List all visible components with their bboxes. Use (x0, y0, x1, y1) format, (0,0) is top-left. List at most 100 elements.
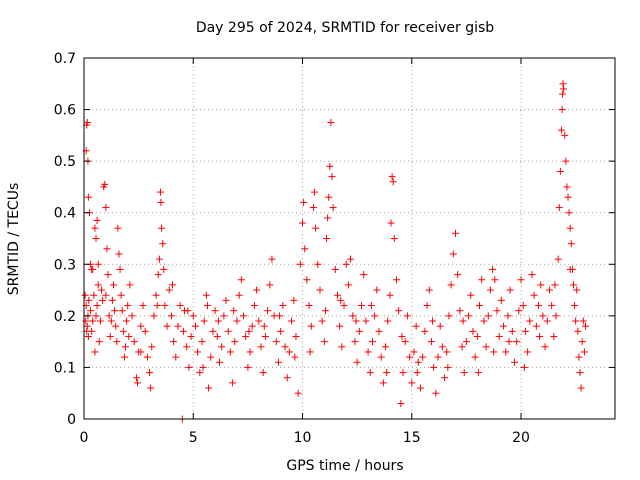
data-point (281, 343, 289, 351)
data-point (119, 327, 127, 335)
data-point (489, 265, 497, 273)
data-point (207, 353, 215, 361)
data-point (408, 379, 416, 387)
data-point (515, 307, 523, 315)
x-tick-label: 5 (189, 430, 198, 446)
data-point (445, 312, 453, 320)
y-tick-label: 0.7 (54, 51, 76, 67)
data-point (497, 296, 505, 304)
data-point (360, 271, 368, 279)
data-point (157, 198, 165, 206)
data-point (165, 286, 173, 294)
data-point (104, 271, 112, 279)
data-point (344, 281, 352, 289)
data-point (300, 198, 308, 206)
data-point (530, 291, 538, 299)
data-point (83, 322, 91, 330)
data-point (283, 374, 291, 382)
data-point (526, 317, 534, 325)
data-point (90, 291, 98, 299)
data-point (571, 302, 579, 310)
data-point (150, 312, 158, 320)
data-point (115, 250, 123, 258)
data-point (325, 193, 333, 201)
data-point (579, 317, 587, 325)
data-point (543, 317, 551, 325)
data-point (562, 157, 570, 165)
data-point (306, 348, 314, 356)
data-point (548, 302, 556, 310)
data-point (274, 358, 282, 366)
data-point (576, 369, 584, 377)
data-point (338, 343, 346, 351)
y-tick-label: 0.1 (54, 360, 76, 376)
data-point (154, 271, 162, 279)
data-point (203, 302, 211, 310)
data-point (246, 348, 254, 356)
data-point (130, 338, 138, 346)
data-point (111, 307, 119, 315)
data-point (137, 322, 145, 330)
data-point (185, 363, 193, 371)
data-point (491, 276, 499, 284)
grid (84, 58, 615, 419)
data-point (214, 317, 222, 325)
data-point (500, 322, 508, 330)
data-point (156, 188, 164, 196)
data-point (99, 296, 107, 304)
data-point (120, 353, 128, 361)
data-point (103, 245, 111, 253)
data-point (299, 219, 307, 227)
data-point (102, 204, 110, 212)
data-point (226, 348, 234, 356)
data-point (413, 369, 421, 377)
data-point (205, 384, 213, 392)
y-tick-label: 0.3 (54, 257, 76, 273)
y-tick-label: 0 (67, 412, 76, 428)
plot-frame (83, 57, 616, 420)
data-point (444, 363, 452, 371)
data-point (520, 363, 528, 371)
data-point (537, 281, 545, 289)
data-point (364, 348, 372, 356)
data-point (574, 327, 582, 335)
data-point (87, 307, 95, 315)
data-point (272, 338, 280, 346)
data-point (82, 317, 90, 325)
data-point (189, 312, 197, 320)
data-point (353, 358, 361, 366)
data-point (337, 296, 345, 304)
data-point (158, 224, 166, 232)
data-point (84, 332, 92, 340)
data-point (569, 281, 577, 289)
data-point (324, 214, 332, 222)
data-point (401, 338, 409, 346)
data-point (417, 384, 425, 392)
data-point (565, 209, 573, 217)
data-point (307, 322, 315, 330)
data-point (183, 343, 191, 351)
data-point (578, 338, 586, 346)
y-tick-label: 0.4 (54, 206, 76, 222)
data-point (373, 286, 381, 294)
data-point (480, 317, 488, 325)
data-point (117, 291, 125, 299)
data-point (211, 307, 219, 315)
data-point (91, 348, 99, 356)
data-point (486, 286, 494, 294)
data-point (323, 235, 331, 242)
data-point (473, 332, 481, 340)
data-point (170, 338, 178, 346)
data-point (390, 235, 398, 242)
data-point (97, 286, 105, 294)
data-point (209, 327, 217, 335)
data-point (240, 312, 248, 320)
data-point (410, 348, 418, 356)
data-point (309, 204, 317, 212)
data-point (294, 389, 302, 397)
data-point (430, 363, 438, 371)
data-point (403, 312, 411, 320)
data-point (469, 327, 477, 335)
data-point (268, 255, 276, 263)
data-point (459, 317, 467, 325)
